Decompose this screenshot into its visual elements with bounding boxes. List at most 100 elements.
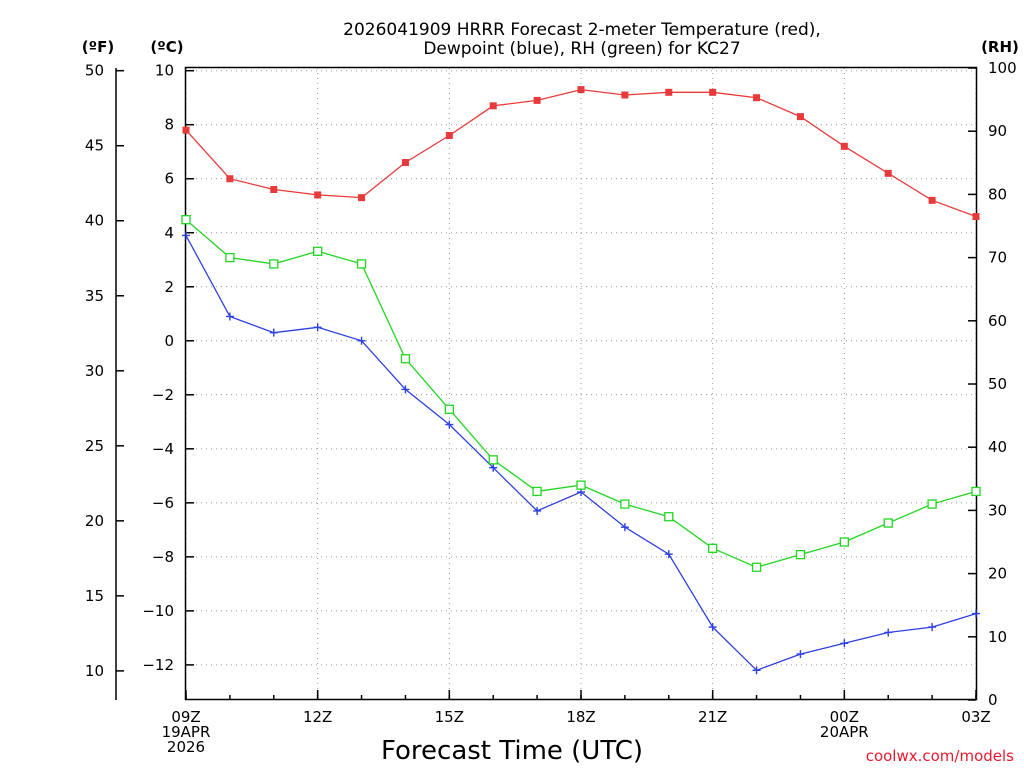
celsius-tick-label: −2 [152,386,174,404]
x-tick-label: 03Z [961,708,990,726]
relative-humidity-point [225,252,235,263]
x-tick-label: 2026 [167,738,205,756]
grid-layer [185,68,977,700]
rh-tick-label: 20 [988,565,1007,583]
temperature-point [489,102,497,110]
dewpoint-point [269,328,278,337]
axes-layer [115,66,978,701]
dewpoint-point [928,623,937,632]
relative-humidity-point [576,480,586,490]
dewpoint-point [972,609,980,618]
fahrenheit-tick-label: 20 [85,512,104,530]
celsius-tick-label: 10 [155,62,174,80]
dewpoint-point [884,628,893,637]
celsius-tick-label: 6 [164,170,174,188]
fahrenheit-tick-label: 30 [85,362,104,380]
relative-humidity-point [356,259,367,269]
dewpoint-point [533,506,542,515]
rh-tick-label: 0 [988,691,998,709]
celsius-tick-label: −4 [152,440,174,458]
fahrenheit-tick-label: 45 [85,137,104,155]
temperature-point [928,196,936,204]
celsius-tick-label: 0 [164,332,174,350]
x-tick-label: 18Z [566,708,595,726]
relative-humidity-point [883,518,893,528]
rh-unit-label: (RH) [981,38,1019,56]
x-tick-label: 20APR [820,723,869,741]
label-layer: 2026041909 HRRR Forecast 2-meter Tempera… [82,20,1019,766]
relative-humidity-point [751,562,762,572]
relative-humidity-point [795,549,806,560]
dewpoint-point [840,639,849,648]
temperature-point [226,175,234,183]
relative-humidity-point [620,499,630,509]
temperature-point [358,194,366,202]
dewpoint-point [357,336,366,345]
dewpoint-line [185,235,977,672]
relative-humidity-point [444,404,454,414]
rh-tick-label: 90 [988,122,1007,140]
title-line-1: 2026041909 HRRR Forecast 2-meter Tempera… [343,20,821,40]
dewpoint-point [620,523,629,532]
temperature-point [577,86,585,94]
dewpoint-point [752,666,761,675]
relative-humidity-point [708,543,718,553]
temperature-point [182,126,190,134]
temperature-point [401,159,409,167]
temperature-point [445,132,453,140]
rh-tick-label: 70 [988,249,1007,267]
temperature-point [796,113,804,121]
temperature-point [753,94,761,102]
relative-humidity-point [971,486,981,497]
celsius-tick-label: −8 [152,548,174,566]
rh-tick-label: 40 [988,438,1007,456]
celsius-tick-label: 8 [164,116,174,134]
fahrenheit-tick-label: 40 [85,212,104,230]
dewpoint-point [313,323,322,332]
dewpoint-point [225,312,234,321]
dewpoint-point [489,463,498,472]
rh-tick-label: 30 [988,501,1007,519]
relative-humidity-point [488,455,498,465]
temperature-point [270,186,278,194]
relative-humidity-point [839,537,849,547]
relative-humidity-point [313,246,323,256]
x-tick-label: 19APR [162,723,211,741]
dewpoint-point [664,550,673,559]
relative-humidity-point [181,215,191,225]
temperature-point [884,169,892,177]
relative-humidity-point [400,354,411,364]
relative-humidity-point [532,486,542,497]
x-tick-label: 09Z [171,708,200,726]
relative-humidity-point [269,259,279,269]
fahrenheit-unit-label: (ºF) [82,38,114,56]
temperature-point [533,96,541,104]
x-tick-label: 00Z [830,708,859,726]
temperature-point [621,91,629,99]
dewpoint-point [796,650,805,659]
x-tick-label: 21Z [698,708,727,726]
fahrenheit-tick-label: 50 [85,62,104,80]
rh-tick-label: 10 [988,628,1007,646]
rh-tick-label: 80 [988,185,1007,203]
dewpoint-point [708,623,717,632]
temperature-point [709,88,717,96]
celsius-tick-label: −10 [142,602,174,620]
fahrenheit-tick-label: 15 [85,587,104,605]
dewpoint-point [182,231,190,240]
dewpoint-point [401,385,410,394]
temperature-point [972,213,980,221]
x-tick-label: 12Z [303,708,332,726]
celsius-tick-label: −6 [152,494,174,512]
x-axis-title: Forecast Time (UTC) [381,736,643,766]
fahrenheit-tick-label: 35 [85,287,104,305]
rh-tick-label: 100 [988,59,1017,77]
rh-tick-label: 50 [988,375,1007,393]
relative-humidity-point [927,499,937,509]
fahrenheit-tick-label: 25 [85,437,104,455]
temperature-point [665,88,673,96]
temperature-point [840,142,848,150]
title-line-2: Dewpoint (blue), RH (green) for KC27 [423,39,740,59]
